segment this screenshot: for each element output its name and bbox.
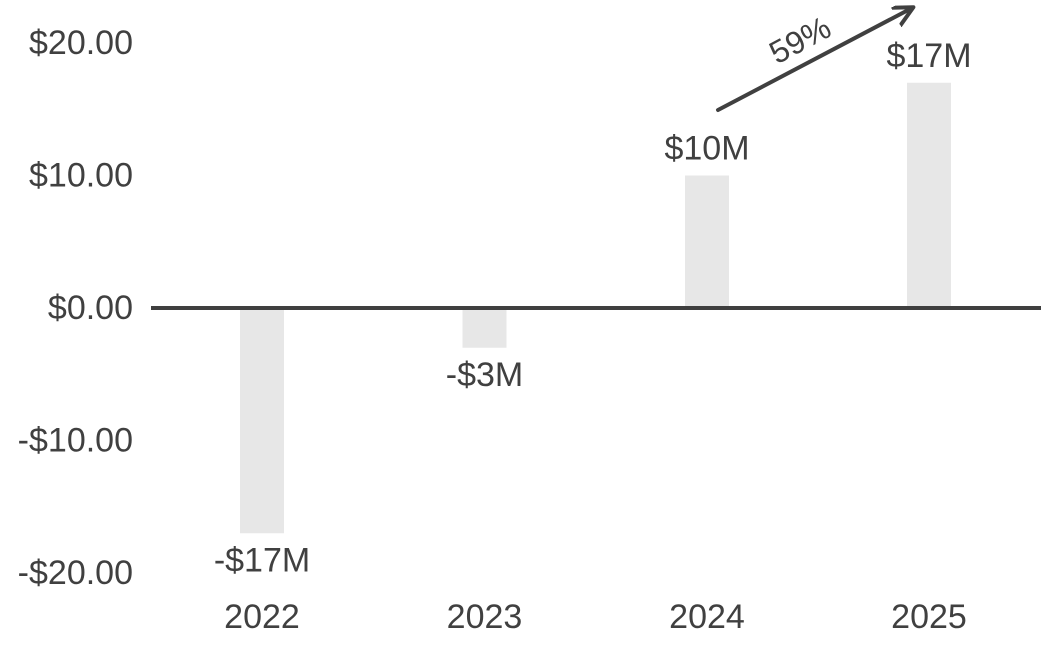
y-tick-label: -$20.00 [18,554,133,592]
bar-value-label: $10M [664,130,749,168]
y-tick-label: -$10.00 [18,422,133,460]
y-tick-label: $20.00 [29,24,133,62]
y-tick-label: $0.00 [48,289,133,327]
bar-value-label: -$17M [214,541,310,579]
growth-arrow-label: 59% [763,9,836,71]
x-tick-label: 2024 [669,598,745,636]
bar-value-label: -$3M [446,356,523,394]
bar-value-label: $17M [886,37,971,75]
y-axis-tick-labels: $20.00 $10.00 $0.00 -$10.00 -$20.00 [18,24,133,592]
x-tick-label: 2023 [447,598,523,636]
y-tick-label: $10.00 [29,157,133,195]
bar-value-labels: -$17M -$3M $10M $17M [214,37,972,580]
growth-annotation: 59% [716,8,912,112]
bar-2024 [685,175,729,308]
x-axis-category-labels: 2022 2023 2024 2025 [224,598,967,636]
bar-2023 [462,308,507,348]
bar-series [240,82,951,534]
x-tick-label: 2025 [891,598,967,636]
bar-2025 [907,82,951,308]
x-tick-label: 2022 [224,598,300,636]
bar-2022 [240,308,284,534]
growth-arrow-icon [716,8,912,112]
